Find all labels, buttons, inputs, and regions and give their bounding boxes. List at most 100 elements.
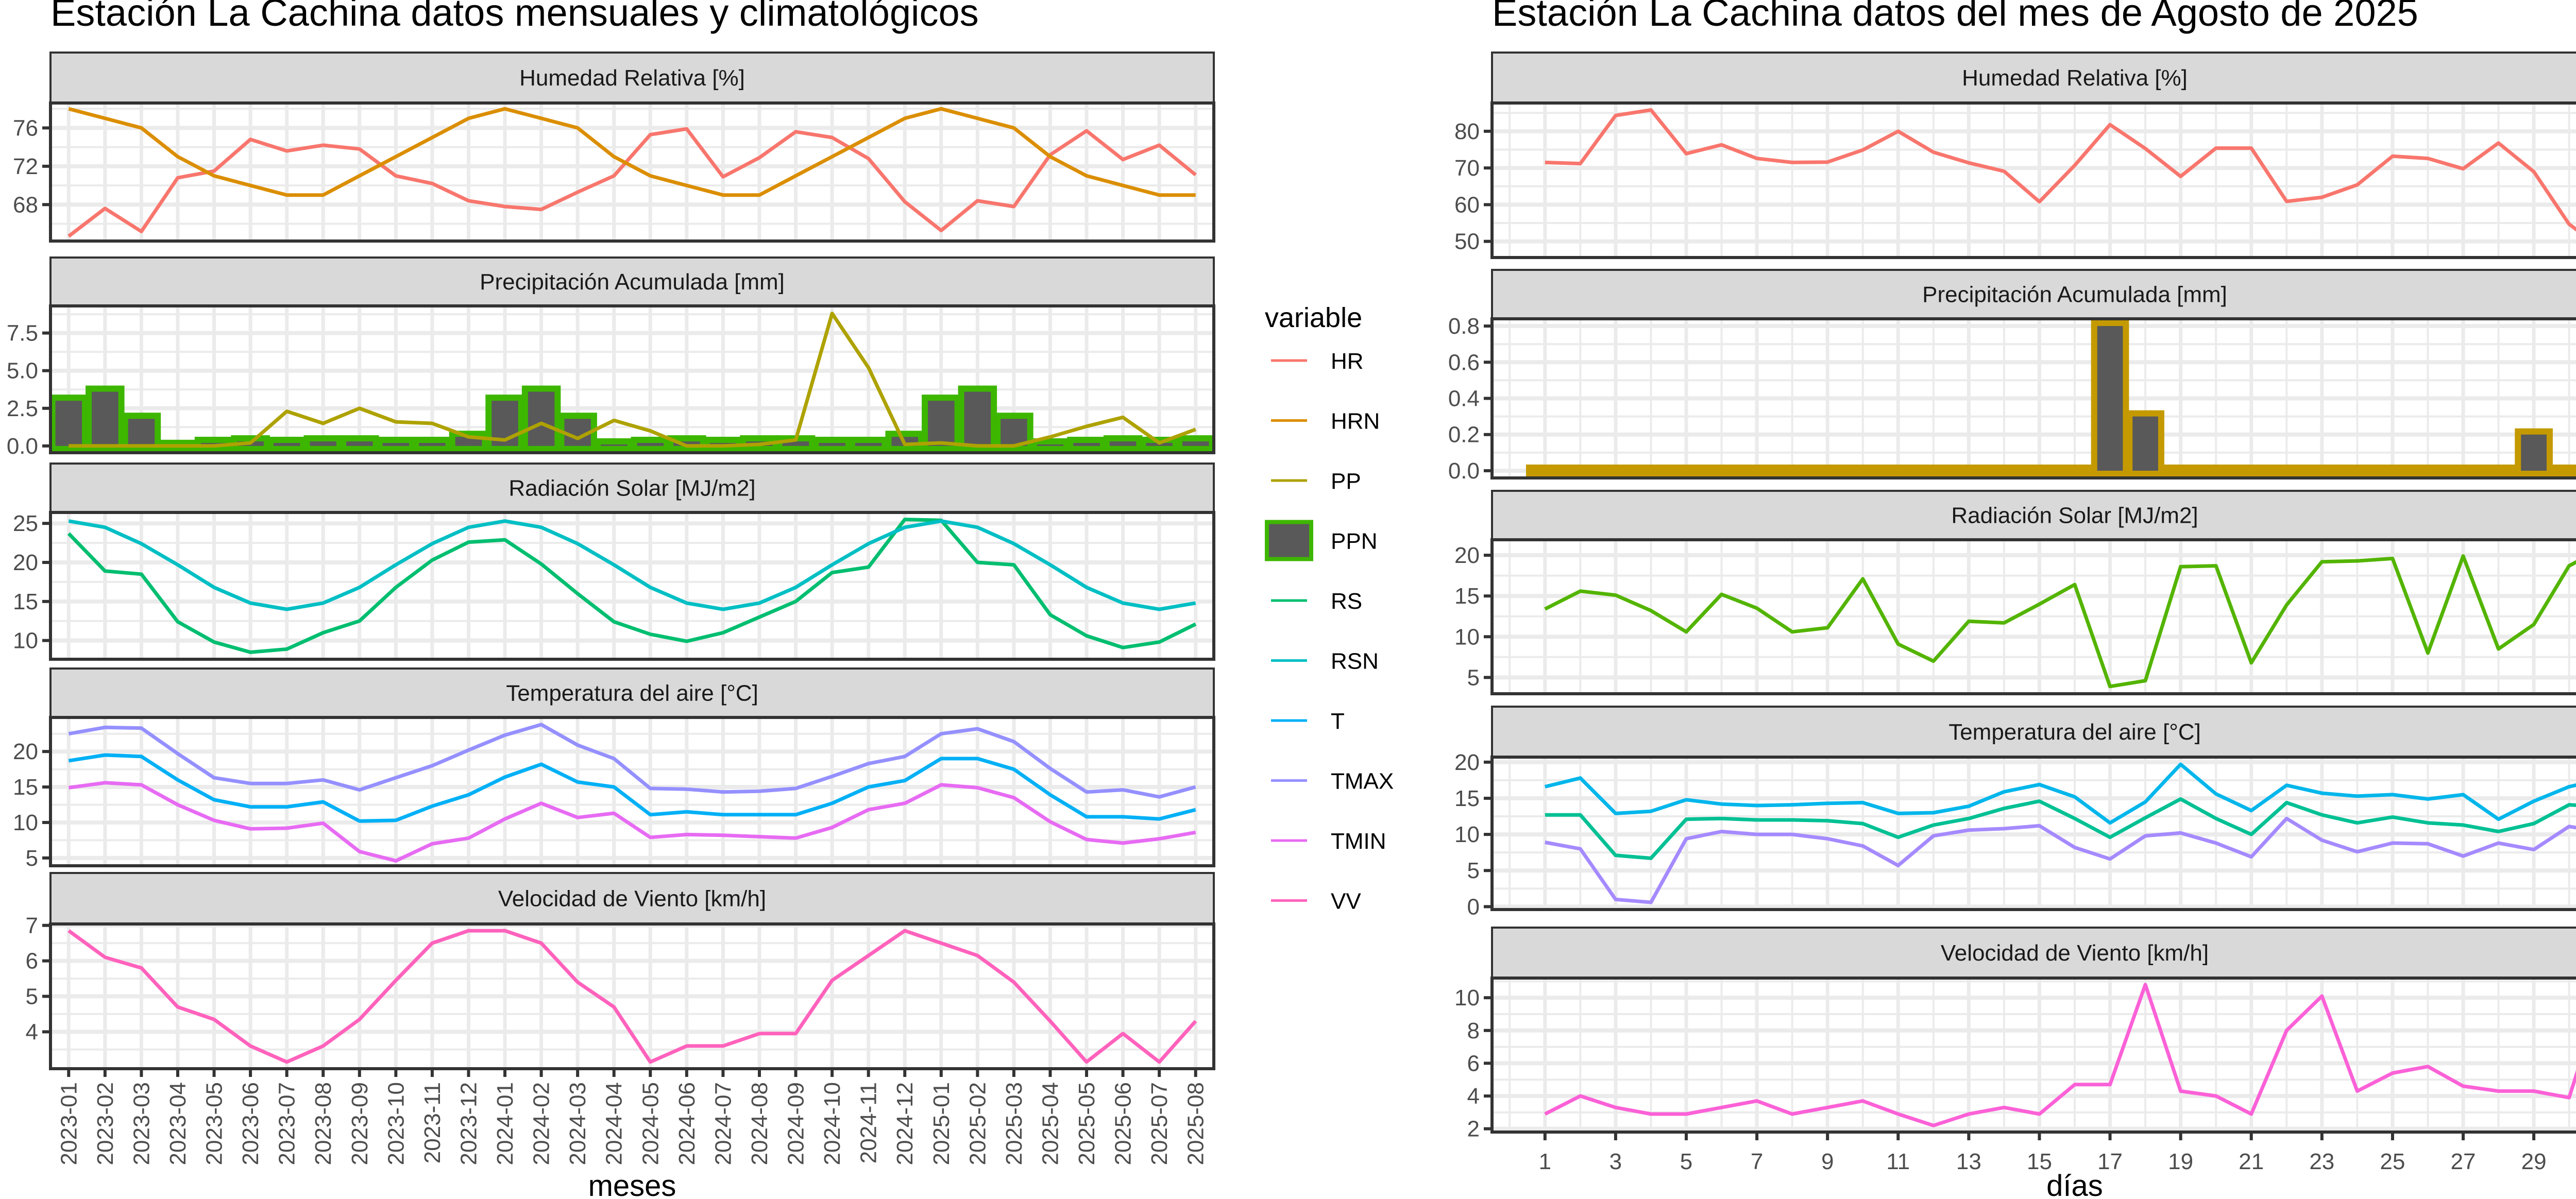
plot-background: [50, 306, 1214, 453]
x-tick-label: 2024-11: [856, 1082, 882, 1163]
bar-ppn: [994, 413, 1033, 452]
bar-ppn: [849, 437, 888, 452]
x-tick-label: 2023-03: [129, 1082, 154, 1165]
series-line-rs: [1544, 554, 2576, 689]
facet-panel: Precipitación Acumulada [mm] 0.0 0.2 0.4 0.6…: [1448, 269, 2576, 484]
series-line-tmin: [1545, 816, 2576, 904]
y-tick-label: 80: [1454, 119, 1480, 144]
legend-item: TMAX: [1271, 769, 1394, 794]
bar-pp: [1561, 464, 1600, 477]
y-tick-label: 7: [26, 913, 38, 938]
bar-pp: [2444, 464, 2482, 477]
legend-key-bar: [1265, 520, 1313, 561]
bar-pp: [2374, 464, 2412, 477]
y-tick-label: 5.0: [7, 358, 38, 384]
facet-strip-label: Temperatura del aire [°C]: [1948, 720, 2201, 745]
x-tick-label: 23: [2309, 1149, 2334, 1174]
y-tick-label: 5: [1467, 665, 1480, 690]
y-tick-label: 72: [13, 154, 38, 179]
bar-pp: [2338, 464, 2377, 477]
x-tick-label: 2023-06: [238, 1082, 263, 1165]
series-line-rsn: [68, 519, 1196, 611]
bar-pp: [1597, 464, 1635, 477]
facet-strip-label: Velocidad de Viento [km/h]: [1941, 940, 2209, 966]
bar-ppn: [521, 385, 561, 452]
bar-pp: [2267, 464, 2306, 477]
x-tick-label: 27: [2451, 1149, 2476, 1174]
x-tick-label: 2024-12: [892, 1082, 918, 1165]
bar-pp: [2126, 410, 2164, 477]
bar-ppn: [1103, 435, 1143, 452]
facet-strip: [49, 463, 1215, 513]
series-line-hr: [67, 127, 1197, 238]
x-tick-label: 2024-02: [529, 1082, 554, 1165]
series-line-t: [68, 753, 1196, 823]
bar-ppn: [922, 395, 961, 452]
y-tick-label: 0.4: [1448, 386, 1480, 412]
x-tick-label: 3: [1609, 1149, 1622, 1174]
y-tick-label: 2: [1467, 1117, 1480, 1142]
panel-border: [49, 716, 1215, 867]
bar-ppn: [376, 437, 416, 452]
bar-pp: [1738, 464, 1776, 477]
bar-ppn: [86, 385, 125, 452]
monthly-chart: Humedad Relativa [%]687276Precipitación …: [7, 52, 1215, 1165]
series-line-vv: [1544, 983, 2576, 1127]
series-line-hr: [1545, 108, 2576, 232]
x-tick-label: 15: [2027, 1149, 2052, 1174]
x-tick-label: 1: [1539, 1149, 1551, 1174]
y-tick-label: 6: [1467, 1051, 1480, 1076]
panel-border: [1490, 317, 2576, 479]
y-tick-label: 10: [1454, 985, 1480, 1010]
x-tick-label: 5: [1680, 1149, 1692, 1174]
facet-strip-label: Precipitación Acumulada [mm]: [1922, 282, 2227, 307]
panel-border: [49, 101, 1215, 243]
x-tick-label: 2024-05: [638, 1082, 663, 1165]
bar-ppn: [958, 385, 997, 452]
series-line-hrn: [68, 107, 1196, 197]
x-tick-label: 2024-10: [820, 1082, 845, 1165]
x-tick-label: 9: [1821, 1149, 1834, 1174]
plot-background: [50, 512, 1214, 659]
y-tick-label: 76: [13, 115, 38, 141]
y-tick-label: 10: [1454, 822, 1480, 847]
y-tick-label: 2.5: [7, 396, 38, 421]
legend-item: RS: [1271, 589, 1362, 614]
x-tick-label: 2023-11: [420, 1082, 445, 1163]
bar-pp: [2302, 464, 2341, 477]
y-tick-label: 10: [13, 810, 38, 835]
x-tick-label: 2025-03: [1002, 1082, 1027, 1165]
chart-title-daily: Estación La Cachina datos del mes de Ago…: [1492, 0, 2418, 34]
y-tick-label: 0.0: [1448, 458, 1480, 484]
y-tick-label: 20: [13, 739, 38, 764]
y-tick-label: 10: [13, 628, 38, 654]
facet-panel: Humedad Relativa [%] 68 72 76: [13, 52, 1215, 243]
bar-pp: [2479, 464, 2518, 477]
y-tick-label: 20: [1454, 750, 1480, 775]
y-tick-label: 5: [26, 984, 38, 1009]
x-tick-label: 2023-09: [347, 1082, 372, 1165]
x-tick-label: 2023-05: [202, 1082, 227, 1165]
x-tick-label: 2023-12: [456, 1082, 481, 1165]
chart-title-monthly: Estación La Cachina datos mensuales y cl…: [50, 0, 979, 34]
legend-label: TMIN: [1331, 829, 1386, 854]
legend-label: RS: [1331, 589, 1362, 614]
facet-panel: Humedad Relativa [%] 50 60 70 80: [1454, 52, 2576, 259]
bar-ppn: [49, 395, 89, 452]
bar-pp: [2161, 464, 2200, 477]
facet-strip-label: Precipitación Acumulada [mm]: [480, 269, 785, 295]
y-tick-label: 15: [1454, 786, 1480, 811]
panel-border: [49, 922, 1215, 1070]
y-tick-label: 20: [13, 550, 38, 575]
y-tick-label: 0.0: [7, 434, 38, 459]
bar-pp: [1843, 464, 1882, 477]
legend-label: HR: [1331, 349, 1364, 374]
x-tick-label: 2024-06: [674, 1082, 700, 1165]
bar-ppn: [303, 435, 343, 452]
facet-panel: Precipitación Acumulada [mm] 0.0 2.5 5.0 7.5: [7, 256, 1215, 459]
facet-strip-label: Temperatura del aire [°C]: [506, 681, 758, 706]
plot-background: [50, 717, 1214, 866]
y-tick-label: 5: [26, 846, 38, 871]
legend-item: PPN: [1265, 520, 1377, 561]
